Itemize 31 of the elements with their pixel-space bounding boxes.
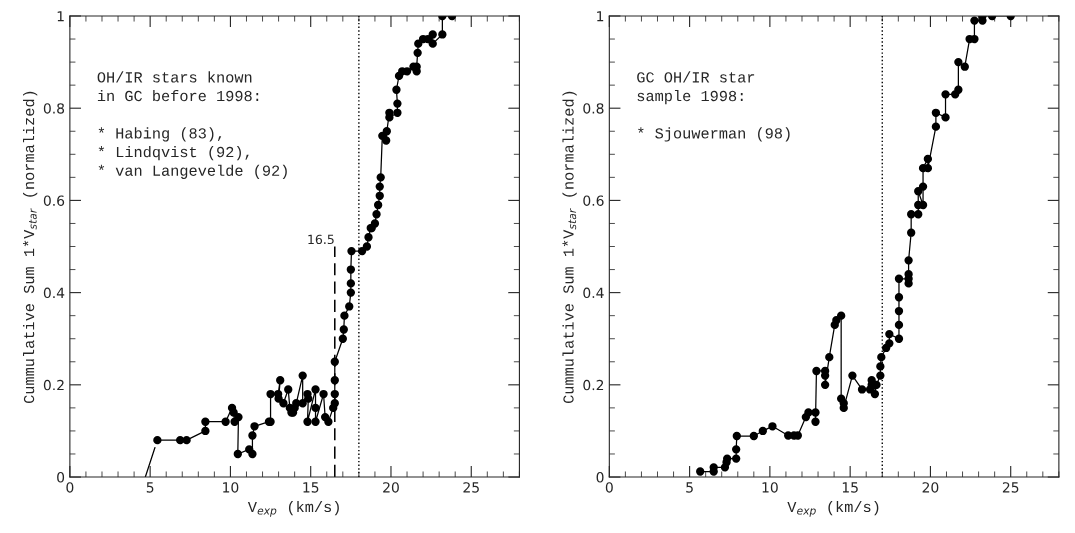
- x-tick-label: 0: [66, 482, 74, 493]
- x-tick-label: 5: [146, 482, 154, 493]
- text: GC OH/IR star sample 1998: * Sjouwerman (98): [637, 71, 790, 142]
- x-tick-label: 10: [762, 482, 778, 493]
- y-axis-title: Cummulative Sum 1*V$_{star}$ (normalized): [23, 91, 38, 404]
- x-tick-label: 15: [842, 482, 858, 493]
- x-tick-label: 25: [1002, 482, 1019, 493]
- y-axis-title: Cummulative Sum 1*V$_{star}$ (normalized): [562, 91, 577, 404]
- x-tick-label: 0: [605, 482, 613, 493]
- y-tick-label: 0.6: [583, 195, 604, 206]
- x-tick-label: 20: [922, 482, 939, 493]
- x-tick-label: 20: [383, 482, 399, 493]
- text: OH/IR stars known in GC before 1998: * Habing (83), * Lindqvist (92), * van Langevelde (92): [97, 71, 287, 179]
- x-axis-title: V$_{exp}$ (km/s): [787, 500, 879, 517]
- y-tick-label: 0: [596, 472, 604, 483]
- y-tick-label: 0.4: [583, 287, 604, 299]
- y-tick-label: 0.6: [43, 195, 65, 206]
- x-tick-label: 10: [223, 482, 239, 493]
- y-tick-label: 0.2: [583, 379, 604, 391]
- x-axis-title: V$_{exp}$ (km/s): [247, 500, 339, 517]
- y-tick-label: 0.8: [43, 103, 65, 114]
- y-tick-label: 1: [57, 11, 64, 22]
- x-tick-label: 15: [303, 482, 319, 493]
- y-tick-label: 0.8: [583, 103, 604, 114]
- annotation: 16.5: [308, 234, 334, 245]
- x-tick-label: 25: [463, 482, 479, 493]
- y-tick-label: 0.4: [43, 287, 65, 299]
- y-tick-label: 1: [597, 11, 604, 22]
- y-tick-label: 0.2: [43, 379, 64, 391]
- y-tick-label: 0: [57, 472, 65, 483]
- x-tick-label: 5: [686, 482, 693, 493]
